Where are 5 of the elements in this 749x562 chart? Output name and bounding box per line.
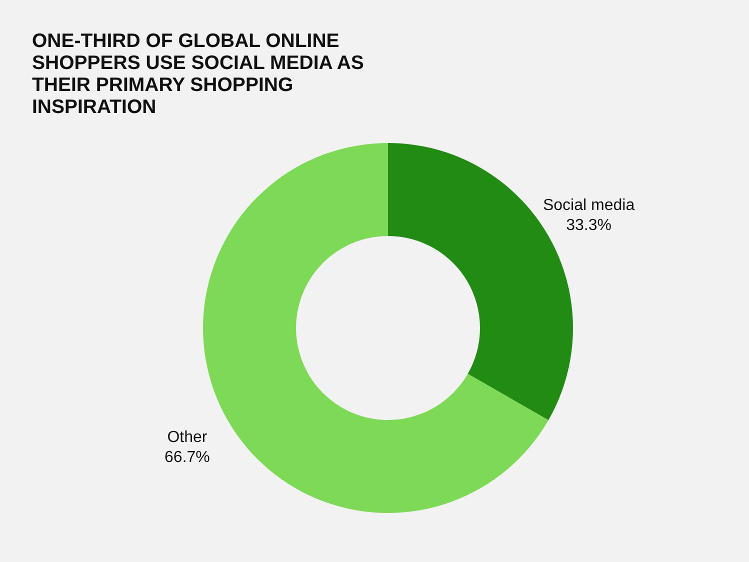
data-label: 66.7% <box>164 449 210 466</box>
chart-title: ONE-THIRD OF GLOBAL ONLINE SHOPPERS USE SOCIAL MEDIA AS THEIR PRIMARY SHOPPING INSPIRATION <box>32 30 365 118</box>
data-label: 33.3% <box>566 216 612 234</box>
slice-label: Social media <box>542 196 635 214</box>
slice-label: Other <box>167 429 208 446</box>
